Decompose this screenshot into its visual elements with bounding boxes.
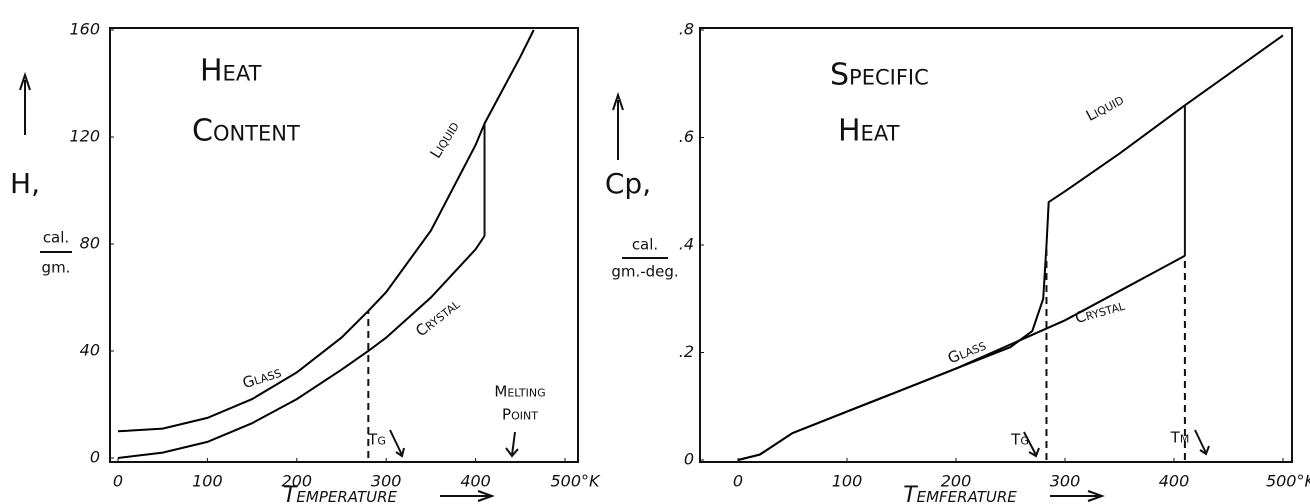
chart-title: Heat: [838, 114, 900, 149]
annotation: Melting: [494, 383, 545, 401]
up-arrow-head: [19, 71, 31, 91]
series-line: [737, 34, 1284, 461]
x-tick-label: 100: [832, 472, 863, 491]
annotation: Liquid: [1083, 90, 1127, 125]
decor: [19, 71, 1210, 502]
x-tick-label: 500°K.: [1266, 472, 1310, 491]
up-arrow-head: [612, 91, 624, 111]
y-tick-label: 0: [684, 450, 694, 469]
x-tick-label: 100: [192, 472, 223, 491]
annotation: Tm: [1170, 429, 1190, 447]
y-axis-unit: cal.: [632, 236, 658, 254]
chart-title: Content: [192, 114, 300, 149]
series-line: [737, 254, 1186, 461]
right-arrow-head: [1087, 490, 1105, 502]
annotation: Crystal: [412, 294, 464, 340]
x-tick-label: 400: [1159, 472, 1190, 491]
x-tick-label: 0: [733, 472, 743, 491]
y-tick-label: 160: [69, 20, 100, 39]
tm-arrow: [1194, 429, 1210, 456]
y-tick-label: 80: [80, 234, 100, 253]
series-line: [117, 29, 535, 433]
y-axis-unit: cal.: [43, 229, 69, 247]
mp-arrow: [505, 431, 519, 458]
y-axis-unit: gm.-deg.: [611, 263, 678, 281]
annotation: Glass: [240, 363, 283, 392]
x-tick-label: 200: [941, 472, 972, 491]
y-tick-label: .8: [679, 20, 694, 39]
annotation: Tg: [1010, 431, 1029, 449]
x-tick-label: 0: [113, 472, 123, 491]
y-tick-label: .6: [679, 127, 694, 146]
chart-title: Specific: [830, 58, 929, 93]
y-axis-label: H,: [10, 167, 40, 200]
annotation: Glass: [945, 336, 988, 367]
y-tick-label: 120: [69, 127, 100, 146]
x-tick-label: 300: [371, 472, 402, 491]
x-tick-label: 500°K: [550, 472, 601, 491]
annotation: Liquid: [426, 118, 462, 161]
y-axis-label: Cp,: [605, 167, 651, 200]
y-tick-label: 0: [90, 448, 100, 467]
x-tick-label: 400: [460, 472, 491, 491]
x-axis-label: Temperature: [283, 483, 398, 504]
x-axis-label: Temferature: [903, 483, 1017, 504]
y-tick-label: 40: [80, 341, 100, 360]
y-tick-label: .4: [679, 235, 694, 254]
plot-frame: [109, 27, 579, 463]
annotation: Tg: [367, 431, 386, 449]
chart-title: Heat: [200, 54, 262, 89]
tg-arrow: [1023, 431, 1040, 458]
x-tick-label: 300: [1050, 472, 1081, 491]
y-axis-unit: gm.: [42, 259, 71, 277]
x-tick-label: 200: [282, 472, 313, 491]
series-line: [117, 235, 486, 459]
tg-arrow: [389, 429, 405, 458]
annotation: Point: [502, 406, 538, 424]
y-tick-label: .2: [679, 342, 694, 361]
right-arrow-head: [477, 490, 495, 502]
